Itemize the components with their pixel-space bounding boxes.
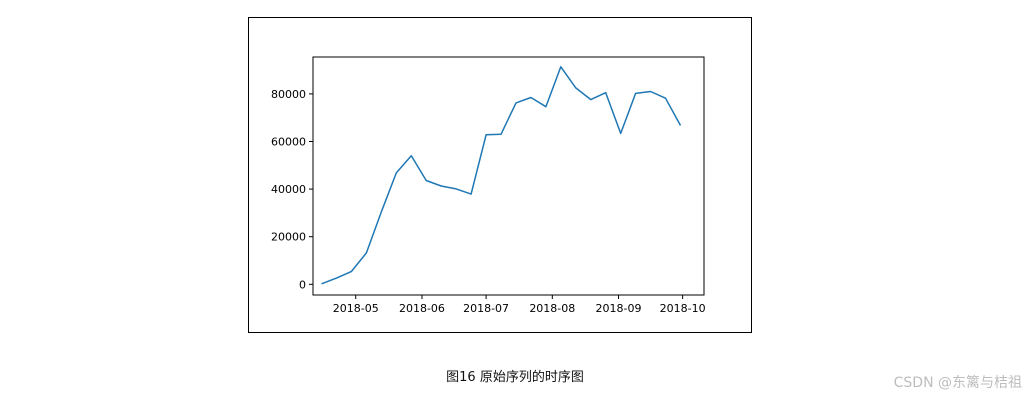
y-tick-label: 80000 <box>271 88 306 101</box>
figure-caption: 图16 原始序列的时序图 <box>446 370 584 385</box>
y-tick-label: 20000 <box>271 231 306 244</box>
series-points <box>322 67 681 284</box>
x-tick-label: 2018-08 <box>529 302 575 315</box>
y-tick-label: 40000 <box>271 183 306 196</box>
x-tick-label: 2018-07 <box>463 302 509 315</box>
series-line <box>321 66 682 285</box>
line-chart: 2018-05 2018-06 2018-07 2018-08 2018-09 2018-… <box>271 56 706 315</box>
y-tick-label: 0 <box>299 278 306 291</box>
x-tick-label: 2018-06 <box>399 302 445 315</box>
y-tick-label: 60000 <box>271 135 306 148</box>
watermark-text: CSDN @东篱与桔祖 <box>893 375 1022 391</box>
x-tick-label: 2018-09 <box>596 302 642 315</box>
axis-ticks: 2018-05 2018-06 2018-07 2018-08 2018-09 2018-… <box>271 88 706 315</box>
x-tick-label: 2018-05 <box>333 302 379 315</box>
plot-area <box>312 56 705 296</box>
x-tick-label: 2018-10 <box>660 302 706 315</box>
figure-frame: 2018-05 2018-06 2018-07 2018-08 2018-09 2018-… <box>248 17 752 333</box>
